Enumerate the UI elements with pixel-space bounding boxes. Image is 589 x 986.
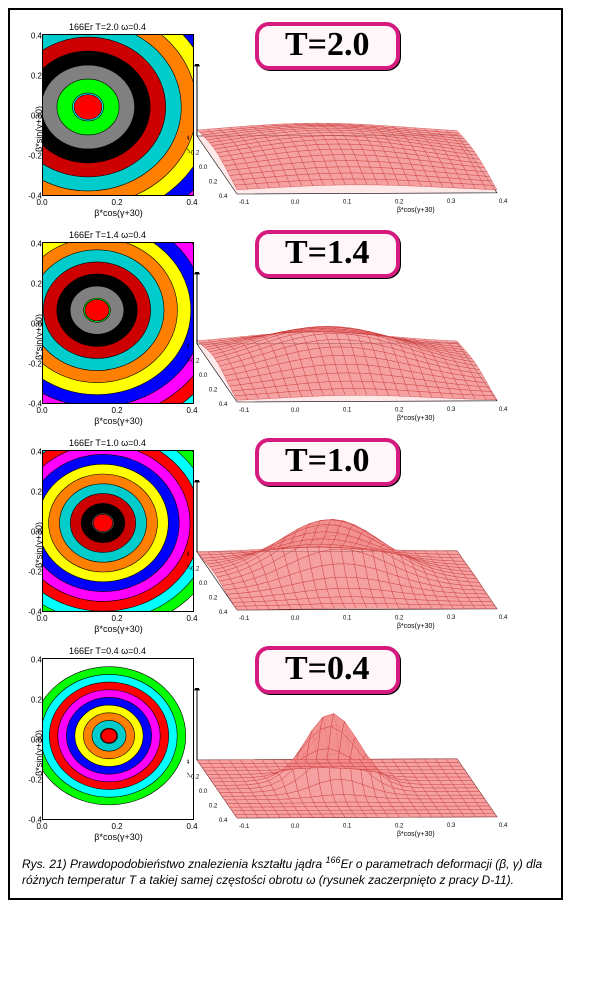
- surface-panel: T=1.0 β*cos(γ+30) β*sin(γ+30) -0.10.00.1…: [195, 438, 551, 638]
- svg-text:β*cos(γ+30): β*cos(γ+30): [397, 831, 435, 838]
- svg-text:0.4: 0.4: [219, 818, 228, 824]
- caption-nucleus-sym: Er: [341, 857, 353, 871]
- y-ticks: 0.40.20.0-0.2-0.4: [28, 36, 42, 196]
- svg-text:0.3: 0.3: [447, 823, 456, 829]
- x-axis-label: β*cos(γ+30): [42, 416, 195, 426]
- caption-text-1: Prawdopodobieństwo znalezienia kształtu …: [70, 857, 326, 871]
- svg-text:0.2: 0.2: [395, 615, 404, 621]
- svg-text:0.0: 0.0: [199, 165, 208, 171]
- svg-text:0.0: 0.0: [199, 581, 208, 587]
- temperature-badge: T=1.4: [255, 230, 400, 278]
- svg-text:0.1: 0.1: [343, 408, 352, 414]
- svg-text:0.0: 0.0: [199, 789, 208, 795]
- y-ticks: 0.40.20.0-0.2-0.4: [28, 452, 42, 612]
- contour-title: 166Er T=1.0 ω=0.4: [20, 438, 195, 448]
- x-axis-label: β*cos(γ+30): [42, 832, 195, 842]
- svg-text:0.1: 0.1: [343, 616, 352, 622]
- svg-text:-0.4: -0.4: [187, 760, 190, 766]
- svg-text:0.2: 0.2: [395, 199, 404, 205]
- contour-plot: [42, 658, 194, 820]
- svg-text:0.4: 0.4: [499, 823, 508, 829]
- svg-text:β*cos(γ+30): β*cos(γ+30): [397, 415, 435, 422]
- svg-text:0.2: 0.2: [209, 804, 218, 810]
- svg-text:-0.4: -0.4: [187, 344, 190, 350]
- svg-text:0.3: 0.3: [447, 407, 456, 413]
- svg-text:0.2: 0.2: [395, 823, 404, 829]
- figure-caption: Rys. 21) Prawdopodobieństwo znalezienia …: [20, 854, 551, 888]
- svg-text:-0.1: -0.1: [239, 200, 250, 206]
- svg-text:β*cos(γ+30): β*cos(γ+30): [397, 623, 435, 630]
- svg-text:-0.2: -0.2: [189, 151, 200, 157]
- svg-text:-0.2: -0.2: [189, 359, 200, 365]
- surface-panel: T=2.0 β*cos(γ+30) β*sin(γ+30) -0.10.00.1…: [195, 22, 551, 222]
- svg-text:0.2: 0.2: [209, 180, 218, 186]
- svg-text:0.4: 0.4: [219, 194, 228, 200]
- svg-text:0.2: 0.2: [209, 388, 218, 394]
- x-axis-label: β*cos(γ+30): [42, 208, 195, 218]
- surface-panel: T=1.4 β*cos(γ+30) β*sin(γ+30) -0.10.00.1…: [195, 230, 551, 430]
- svg-text:-0.1: -0.1: [239, 616, 250, 622]
- svg-text:0.3: 0.3: [447, 199, 456, 205]
- temperature-badge: T=1.0: [255, 438, 400, 486]
- rows-container: 166Er T=2.0 ω=0.4 β*sin(γ+30) 0.40.20.0-…: [20, 22, 551, 846]
- contour-title: 166Er T=1.4 ω=0.4: [20, 230, 195, 240]
- figure-row: 166Er T=1.4 ω=0.4 β*sin(γ+30) 0.40.20.0-…: [20, 230, 551, 430]
- svg-text:-0.4: -0.4: [187, 136, 190, 142]
- svg-text:0.2: 0.2: [395, 407, 404, 413]
- svg-text:0.4: 0.4: [499, 407, 508, 413]
- svg-text:0.0: 0.0: [291, 824, 300, 830]
- svg-text:0.0: 0.0: [199, 373, 208, 379]
- svg-text:0.4: 0.4: [499, 199, 508, 205]
- svg-text:0.0: 0.0: [291, 616, 300, 622]
- contour-plot: [42, 450, 194, 612]
- svg-text:0.2: 0.2: [209, 596, 218, 602]
- svg-text:-0.4: -0.4: [187, 552, 190, 558]
- contour-title: 166Er T=2.0 ω=0.4: [20, 22, 195, 32]
- svg-text:β*cos(γ+30): β*cos(γ+30): [397, 207, 435, 214]
- caption-prefix: Rys. 21): [22, 857, 67, 871]
- x-axis-label: β*cos(γ+30): [42, 624, 195, 634]
- svg-text:0.4: 0.4: [219, 610, 228, 616]
- contour-plot: [42, 242, 194, 404]
- caption-nucleus-sup: 166: [326, 855, 341, 865]
- contour-panel: 166Er T=2.0 ω=0.4 β*sin(γ+30) 0.40.20.0-…: [20, 22, 195, 217]
- svg-text:-0.1: -0.1: [239, 408, 250, 414]
- contour-panel: 166Er T=1.0 ω=0.4 β*sin(γ+30) 0.40.20.0-…: [20, 438, 195, 633]
- y-ticks: 0.40.20.0-0.2-0.4: [28, 244, 42, 404]
- figure-row: 166Er T=2.0 ω=0.4 β*sin(γ+30) 0.40.20.0-…: [20, 22, 551, 222]
- figure-frame: 166Er T=2.0 ω=0.4 β*sin(γ+30) 0.40.20.0-…: [8, 8, 563, 900]
- contour-panel: 166Er T=0.4 ω=0.4 β*sin(γ+30) 0.40.20.0-…: [20, 646, 195, 841]
- temperature-badge: T=2.0: [255, 22, 400, 70]
- svg-text:0.4: 0.4: [219, 402, 228, 408]
- figure-row: 166Er T=0.4 ω=0.4 β*sin(γ+30) 0.40.20.0-…: [20, 646, 551, 846]
- surface-panel: T=0.4 β*cos(γ+30) β*sin(γ+30) -0.10.00.1…: [195, 646, 551, 846]
- svg-text:0.3: 0.3: [447, 615, 456, 621]
- svg-text:0.0: 0.0: [291, 200, 300, 206]
- contour-plot: [42, 34, 194, 196]
- svg-text:-0.1: -0.1: [239, 824, 250, 830]
- svg-text:0.0: 0.0: [291, 408, 300, 414]
- contour-panel: 166Er T=1.4 ω=0.4 β*sin(γ+30) 0.40.20.0-…: [20, 230, 195, 425]
- svg-text:0.1: 0.1: [343, 824, 352, 830]
- svg-text:0.4: 0.4: [499, 615, 508, 621]
- y-ticks: 0.40.20.0-0.2-0.4: [28, 660, 42, 820]
- svg-text:-0.2: -0.2: [189, 775, 200, 781]
- svg-text:-0.2: -0.2: [189, 567, 200, 573]
- figure-row: 166Er T=1.0 ω=0.4 β*sin(γ+30) 0.40.20.0-…: [20, 438, 551, 638]
- contour-title: 166Er T=0.4 ω=0.4: [20, 646, 195, 656]
- svg-text:0.1: 0.1: [343, 200, 352, 206]
- temperature-badge: T=0.4: [255, 646, 400, 694]
